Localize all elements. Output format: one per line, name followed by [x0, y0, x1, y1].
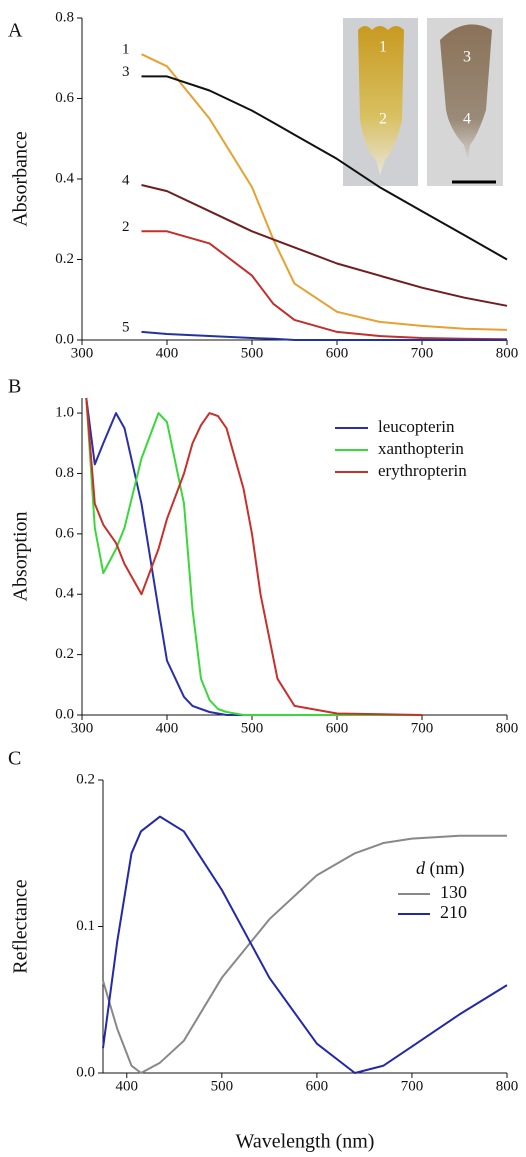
- y-tick-label: 0.2: [76, 771, 95, 787]
- legend-title: d (nm): [416, 858, 465, 879]
- y-tick-label: 0.0: [55, 706, 74, 722]
- wing-scale: [440, 24, 492, 160]
- y-tick-label: 0.4: [55, 170, 74, 186]
- x-tick-label: 300: [71, 720, 94, 736]
- series-line: [141, 184, 508, 307]
- inset-label: 4: [463, 111, 471, 128]
- x-tick-label: 500: [241, 345, 264, 361]
- x-tick-label: 300: [71, 345, 94, 361]
- x-tick-label: 600: [326, 345, 349, 361]
- series-line: [85, 397, 422, 716]
- x-tick-label: 600: [306, 1078, 329, 1094]
- legend-label: xanthopterin: [378, 439, 464, 458]
- x-tick-label: 700: [401, 1078, 424, 1094]
- y-tick-label: 0.8: [55, 465, 74, 481]
- x-tick-label: 800: [496, 1078, 519, 1094]
- wing-scale: [358, 26, 404, 175]
- x-tick-label: 700: [411, 345, 434, 361]
- legend-title-unit: (nm): [430, 858, 465, 879]
- x-tick-label: 500: [211, 1078, 234, 1094]
- line-label: 5: [122, 319, 130, 335]
- legend-label: leucopterin: [378, 417, 455, 436]
- y-tick-label: 0.2: [55, 646, 74, 662]
- series-line: [141, 230, 508, 341]
- legend-title-symbol: d: [416, 858, 426, 878]
- y-tick-label: 0.1: [76, 918, 95, 934]
- panel-label: C: [8, 748, 21, 770]
- inset-label: 3: [463, 49, 471, 66]
- series-line: [141, 53, 508, 331]
- series-line: [85, 397, 422, 716]
- y-tick-label: 0.0: [76, 1064, 95, 1080]
- series-line: [141, 330, 507, 341]
- series-line: [85, 397, 423, 716]
- x-tick-label: 800: [496, 720, 519, 736]
- line-label: 1: [122, 42, 130, 58]
- y-tick-label: 0.2: [55, 251, 74, 267]
- y-tick-label: 0.6: [55, 90, 74, 106]
- line-label: 4: [122, 172, 130, 188]
- x-tick-label: 400: [116, 1078, 139, 1094]
- inset-label: 1: [379, 39, 387, 56]
- legend-label: 130: [440, 882, 467, 902]
- legend-label: erythropterin: [378, 461, 467, 480]
- y-tick-label: 0.0: [55, 331, 74, 347]
- y-axis-title: Reflectance: [10, 879, 32, 973]
- series-line: [141, 75, 508, 261]
- x-axis-title: Wavelength (nm): [236, 1131, 375, 1153]
- panel-label: A: [8, 20, 23, 42]
- series-line: [102, 815, 508, 1074]
- y-tick-label: 1.0: [55, 405, 74, 421]
- y-tick-label: 0.8: [55, 9, 74, 25]
- series-line: [102, 834, 507, 1074]
- x-tick-label: 700: [411, 720, 434, 736]
- x-tick-label: 500: [241, 720, 264, 736]
- x-tick-label: 400: [156, 345, 179, 361]
- panel-label: B: [8, 376, 21, 398]
- line-label: 3: [122, 64, 130, 80]
- y-tick-label: 0.4: [55, 586, 74, 602]
- line-label: 2: [122, 219, 130, 235]
- legend-label: 210: [440, 902, 467, 922]
- y-axis-title: Absorption: [10, 512, 32, 602]
- inset-label: 2: [379, 111, 387, 128]
- x-tick-label: 400: [156, 720, 179, 736]
- x-tick-label: 600: [326, 720, 349, 736]
- y-axis-title: Absorbance: [10, 131, 32, 227]
- y-tick-label: 0.6: [55, 525, 74, 541]
- x-tick-label: 800: [496, 345, 519, 361]
